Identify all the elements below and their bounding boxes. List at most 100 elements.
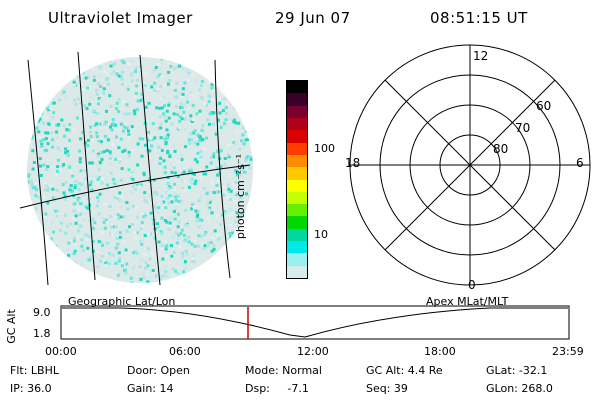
image-pixel [165,254,169,258]
image-pixel [212,273,216,277]
image-pixel [35,188,38,192]
image-pixel [34,91,38,95]
image-pixel [108,204,112,208]
image-pixel [49,161,52,165]
image-pixel [121,107,124,111]
image-pixel [197,210,201,214]
image-pixel [89,185,93,189]
image-pixel [44,131,48,135]
image-pixel [208,272,212,276]
image-pixel [162,95,166,99]
image-pixel [156,274,160,278]
image-pixel [86,258,90,262]
image-pixel [177,194,180,198]
image-pixel [30,71,34,75]
image-pixel [162,274,165,278]
image-pixel [34,81,38,85]
image-pixel [63,134,67,138]
image-pixel [88,258,92,262]
image-pixel [250,91,253,95]
image-pixel [116,273,120,277]
image-pixel [80,183,84,187]
image-pixel [85,238,89,242]
image-pixel [222,76,225,80]
image-pixel [108,150,112,154]
image-pixel [159,136,163,140]
image-pixel [55,214,59,218]
image-pixel [221,278,225,282]
image-pixel [105,72,109,76]
image-pixel [56,169,59,173]
image-pixel [39,85,43,89]
image-pixel [195,219,199,223]
polar-mlt-plot[interactable]: 12 18 6 0 60 70 80 [340,40,600,290]
image-pixel [82,183,86,187]
image-pixel [131,148,135,152]
altitude-timeline[interactable] [60,305,572,341]
image-pixel [31,249,34,253]
image-pixel [127,135,131,139]
image-pixel [124,112,128,116]
image-pixel [184,208,188,212]
image-pixel [52,111,56,115]
image-pixel [171,274,175,278]
image-pixel [72,274,76,278]
image-pixel [197,276,201,279]
image-pixel [201,65,205,69]
image-pixel [95,92,99,96]
image-pixel [158,115,162,119]
image-pixel [173,206,177,209]
image-pixel [93,280,97,283]
image-pixel [238,147,242,151]
image-pixel [200,84,203,88]
image-pixel [128,225,131,229]
colorbar-tick-100: 100 [314,142,335,155]
image-pixel [207,241,211,244]
image-pixel [158,162,162,166]
image-pixel [211,236,215,240]
image-pixel [51,88,55,92]
image-pixel [80,68,84,72]
image-pixel [133,231,137,235]
image-pixel [183,239,186,243]
image-pixel [249,160,253,164]
image-pixel [64,151,68,155]
timeline-x-tick-1800: 18:00 [424,345,456,358]
image-pixel [38,267,42,271]
uvi-image-panel[interactable] [0,40,270,290]
image-pixel [174,198,178,202]
image-pixel [212,191,216,195]
image-pixel [76,199,80,203]
image-pixel [40,144,44,148]
image-pixel [78,149,82,153]
image-pixel [92,78,96,82]
image-pixel [47,61,51,65]
image-pixel [163,165,167,169]
image-pixel [172,187,176,191]
image-pixel [115,107,119,111]
image-pixel [144,216,148,220]
image-pixel [143,266,147,270]
image-pixel [28,263,32,267]
image-pixel [224,269,228,273]
image-pixel [161,123,165,127]
image-pixel [232,141,236,145]
image-pixel [121,129,125,133]
image-pixel [41,68,45,72]
image-pixel [123,268,127,272]
image-pixel [103,150,106,154]
image-pixel [233,106,237,110]
image-pixel [243,254,247,258]
image-pixel [139,98,143,102]
image-pixel [204,230,208,234]
image-pixel [209,57,213,61]
image-pixel [45,247,49,251]
image-pixel [135,84,139,88]
image-pixel [158,152,162,156]
image-pixel [51,282,55,283]
image-pixel [184,267,188,270]
image-pixel [205,136,208,140]
image-pixel [240,165,244,169]
image-pixel [122,239,126,243]
image-pixel [170,200,174,204]
